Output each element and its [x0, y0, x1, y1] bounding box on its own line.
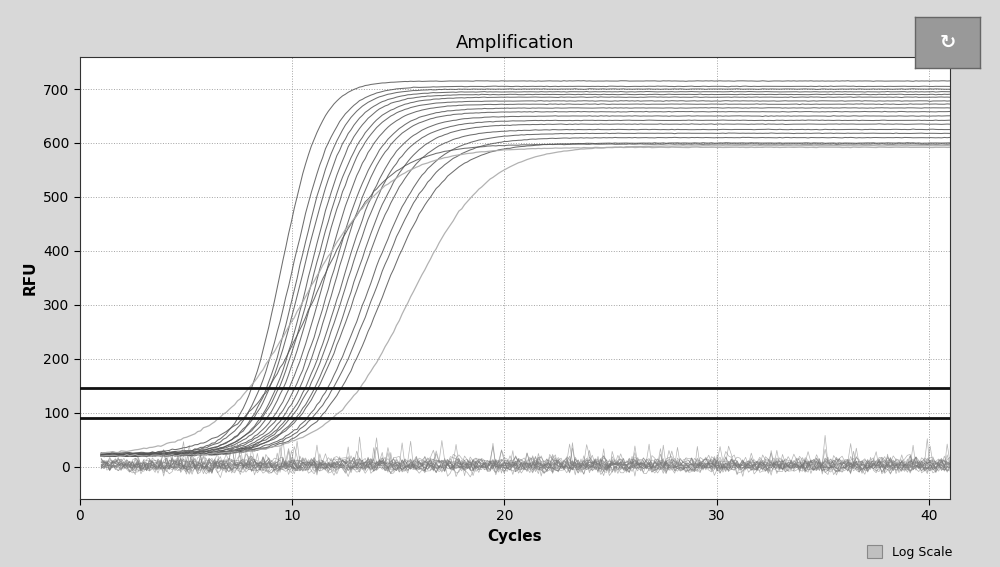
Title: Amplification: Amplification — [456, 35, 574, 52]
Text: ↻: ↻ — [939, 33, 956, 52]
X-axis label: Cycles: Cycles — [488, 529, 542, 544]
Legend: Log Scale: Log Scale — [867, 545, 952, 559]
Y-axis label: RFU: RFU — [23, 261, 38, 295]
